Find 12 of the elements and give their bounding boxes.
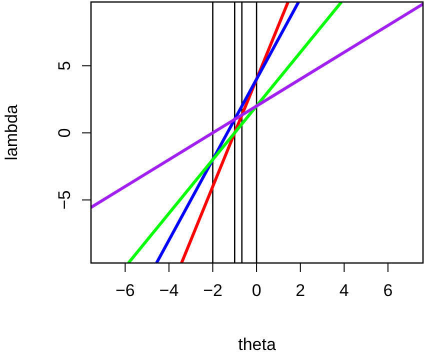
x-tick-label: 0 <box>252 281 262 300</box>
x-tick-label: 6 <box>383 281 393 300</box>
x-tick-label: 2 <box>296 281 306 300</box>
x-tick-label: −2 <box>203 281 222 300</box>
y-axis-title: lambda <box>2 104 21 160</box>
y-tick-label: 0 <box>55 128 74 138</box>
y-tick-label: −5 <box>55 190 74 210</box>
x-tick-label: −6 <box>115 281 135 300</box>
x-axis-title: theta <box>238 335 276 354</box>
x-tick-label: 4 <box>339 281 349 300</box>
x-tick-label: −4 <box>159 281 179 300</box>
y-tick-label: 5 <box>55 61 74 70</box>
